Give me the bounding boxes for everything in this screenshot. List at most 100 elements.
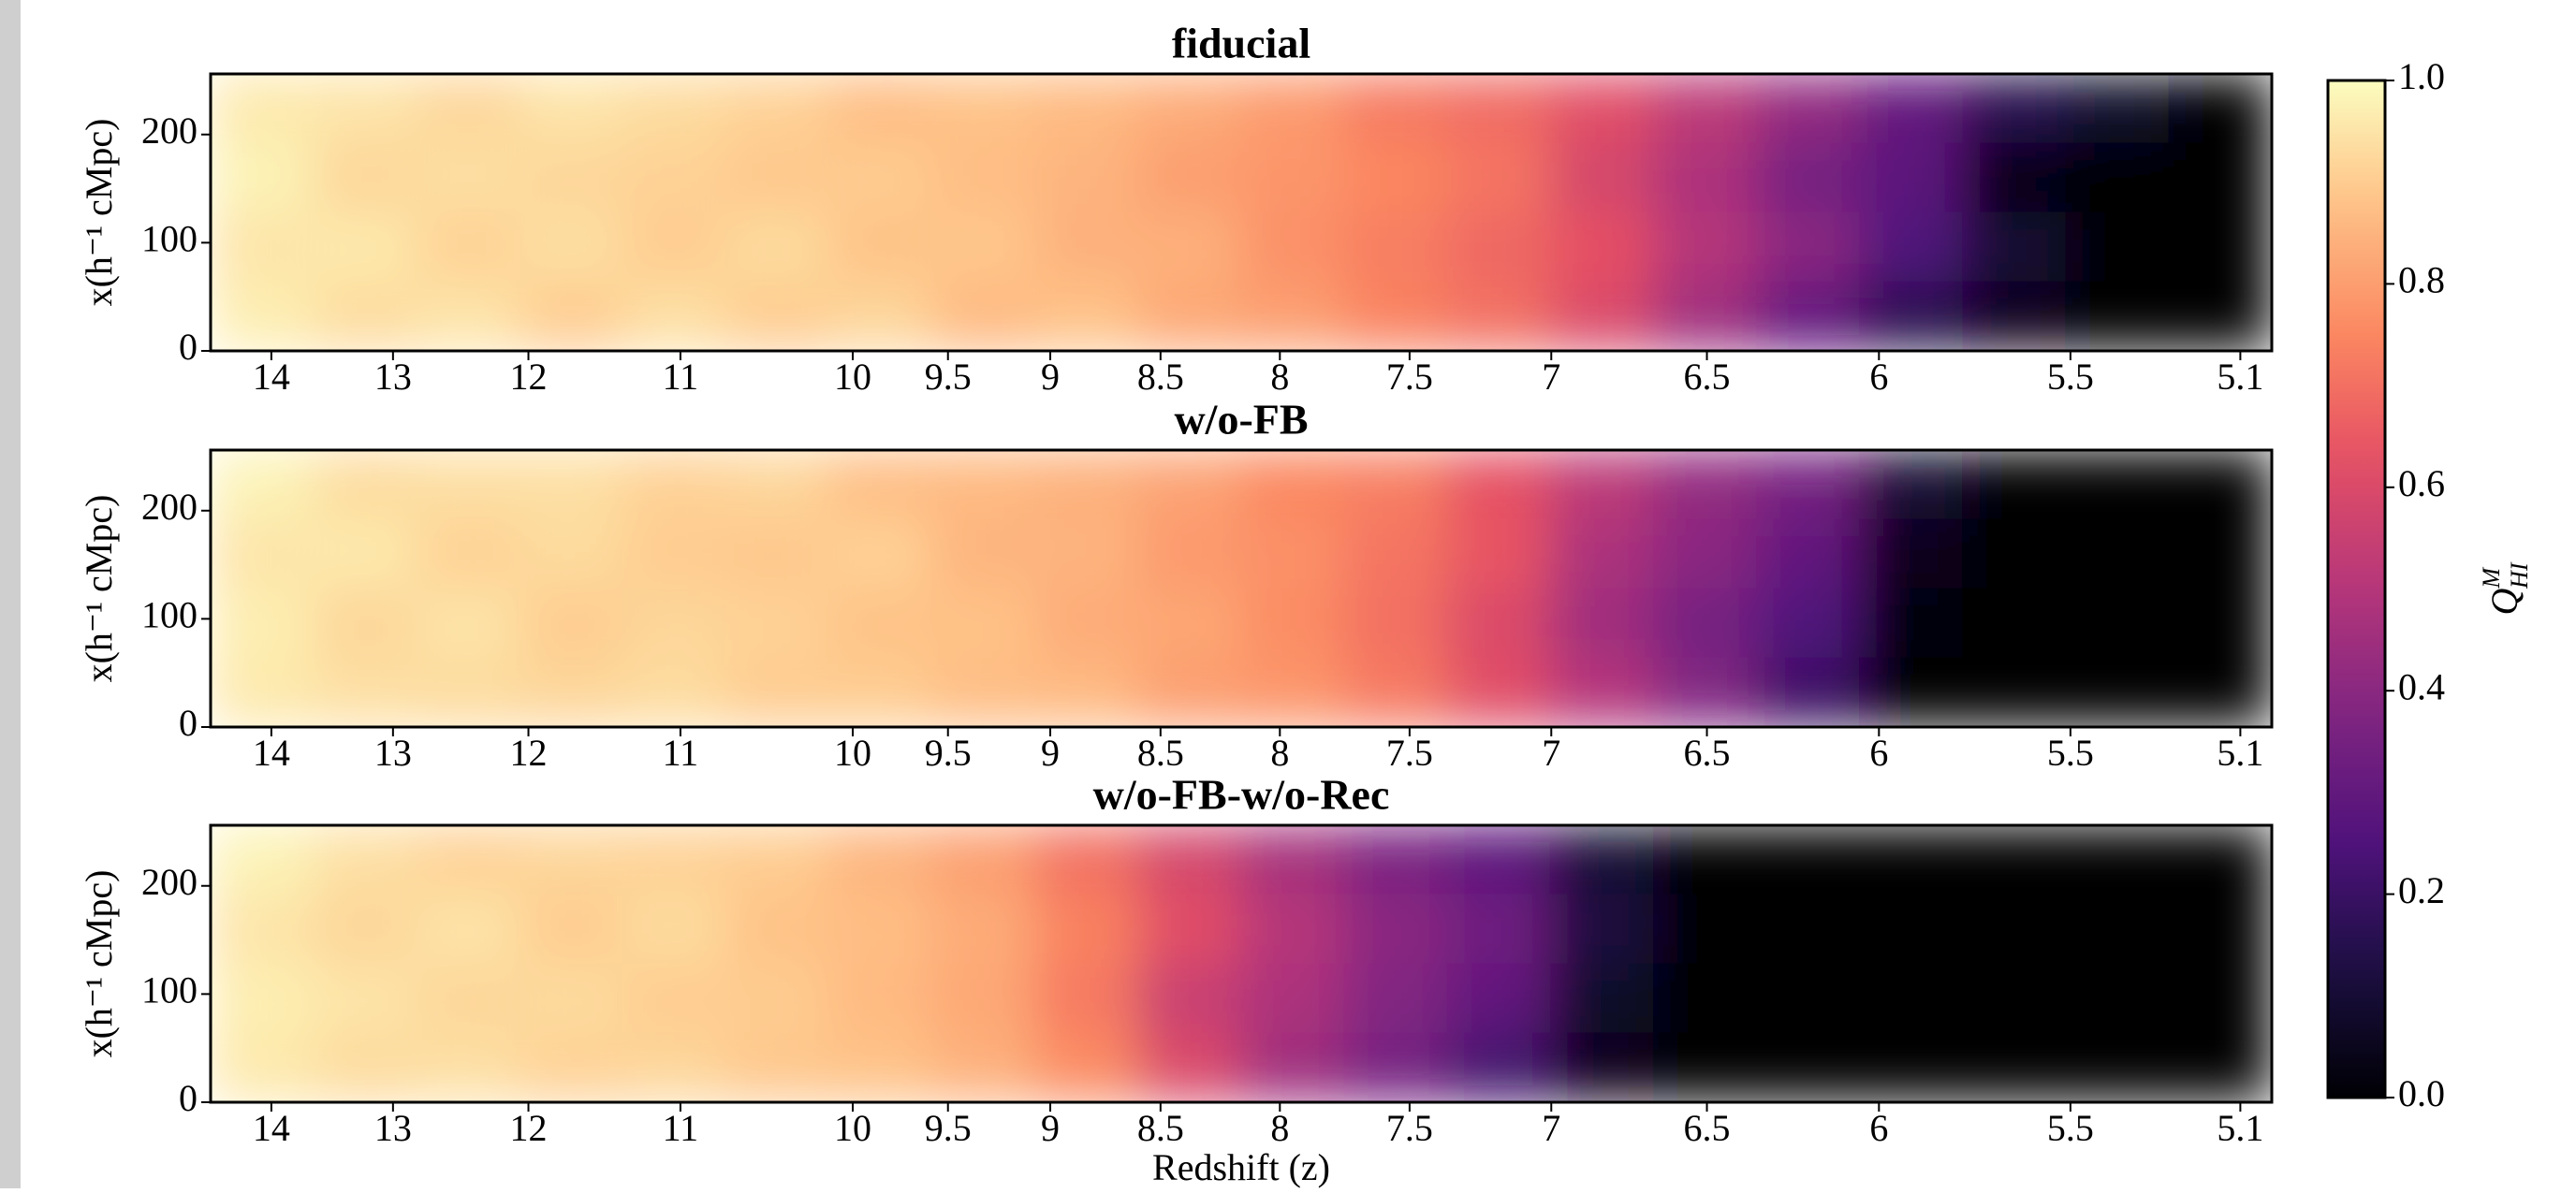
heat-cell	[1137, 450, 1242, 520]
heat-cell	[622, 825, 726, 895]
heat-cell	[416, 588, 520, 659]
heat-cell	[1034, 825, 1139, 895]
heat-cell	[1756, 963, 1861, 1034]
x-tick-label: 5.1	[2217, 356, 2263, 398]
heatmap-area	[211, 74, 2272, 351]
heat-cell	[1446, 518, 1551, 589]
x-tick-label: 13	[374, 1107, 412, 1149]
heat-cell	[1034, 74, 1139, 144]
heat-cell	[1549, 281, 1654, 351]
heat-cell	[1962, 825, 2067, 895]
heat-cell	[1859, 518, 1964, 589]
heat-cell	[1446, 1032, 1551, 1102]
heat-cell	[1240, 450, 1345, 520]
heat-cell	[931, 657, 1036, 727]
heat-cell	[416, 211, 520, 283]
heat-cell	[2065, 450, 2170, 520]
heat-cell	[1446, 588, 1551, 659]
heat-cell	[1137, 894, 1242, 965]
heat-cell	[1652, 450, 1757, 520]
heat-cell	[622, 894, 726, 965]
x-tick-label: 6	[1869, 356, 1888, 398]
heat-cell	[1652, 518, 1757, 589]
heat-cell	[1962, 1032, 2067, 1102]
heatmap-cells	[211, 450, 2272, 727]
x-tick-label: 14	[253, 1107, 290, 1149]
heat-cell	[1446, 211, 1551, 283]
heat-cell	[1137, 142, 1242, 213]
heat-cell	[1652, 281, 1757, 351]
heat-cell	[1137, 518, 1242, 589]
x-tick-label: 6	[1869, 732, 1888, 774]
x-tick-label: 8	[1270, 732, 1289, 774]
heat-cell	[1446, 825, 1551, 895]
heat-cell	[1240, 281, 1345, 351]
heat-cell	[725, 74, 830, 144]
heat-cell	[416, 963, 520, 1034]
panel-title: fiducial	[1172, 20, 1310, 67]
heat-cell	[416, 450, 520, 520]
heat-cell	[519, 825, 623, 895]
heat-cell	[1240, 963, 1345, 1034]
x-tick-label: 5.1	[2217, 1107, 2263, 1149]
heat-cell	[211, 142, 315, 213]
heat-cell	[1652, 74, 1757, 144]
heat-cell	[313, 450, 417, 520]
x-tick-label: 12	[510, 356, 548, 398]
heat-cell	[725, 450, 830, 520]
heat-cell	[622, 657, 726, 727]
heat-cell	[1034, 518, 1139, 589]
heat-cell	[1343, 74, 1448, 144]
x-tick-label: 8.5	[1137, 356, 1184, 398]
heat-cell	[2168, 211, 2272, 283]
y-tick-label: 200	[141, 861, 198, 903]
heat-cell	[1859, 142, 1964, 213]
heat-cell	[1962, 74, 2067, 144]
heat-cell	[1549, 963, 1654, 1034]
heat-cell	[1756, 1032, 1861, 1102]
heat-cell	[313, 1032, 417, 1102]
heat-cell	[1756, 588, 1861, 659]
heat-cell	[519, 963, 623, 1034]
x-tick-label: 8	[1270, 1107, 1289, 1149]
heat-cell	[931, 518, 1036, 589]
x-tick-label: 9.5	[925, 732, 972, 774]
x-tick-label: 5.1	[2217, 732, 2263, 774]
heat-cell	[2168, 963, 2272, 1034]
heat-cell	[1859, 281, 1964, 351]
heat-cell	[2168, 894, 2272, 965]
heat-cell	[313, 963, 417, 1034]
heatmap-cells	[211, 825, 2272, 1102]
heat-cell	[1652, 211, 1757, 283]
x-tick-label: 13	[374, 356, 412, 398]
heat-cell	[1859, 74, 1964, 144]
heat-cell	[1446, 74, 1551, 144]
x-tick-label: 7	[1542, 356, 1560, 398]
heat-cell	[2168, 1032, 2272, 1102]
x-tick-label: 11	[663, 732, 699, 774]
heat-cell	[211, 657, 315, 727]
heat-cell	[1137, 211, 1242, 283]
heat-cell	[1343, 894, 1448, 965]
y-tick-label: 200	[141, 109, 198, 152]
heat-cell	[1343, 1032, 1448, 1102]
panel-title: w/o-FB-w/o-Rec	[1093, 771, 1390, 819]
heat-cell	[1962, 450, 2067, 520]
heat-cell	[313, 281, 417, 351]
heat-cell	[828, 450, 933, 520]
heat-cell	[2065, 518, 2170, 589]
heat-cell	[1756, 518, 1861, 589]
heat-cell	[2168, 450, 2272, 520]
heat-cell	[828, 894, 933, 965]
heat-cell	[622, 281, 726, 351]
heat-cell	[828, 518, 933, 589]
plot-frame	[209, 72, 2274, 353]
y-tick-label: 200	[141, 486, 198, 528]
colorbar-tick-label: 0.8	[2398, 259, 2445, 301]
heat-cell	[1756, 450, 1861, 520]
heat-cell	[1549, 1032, 1654, 1102]
heat-cell	[828, 281, 933, 351]
heat-cell	[622, 142, 726, 213]
heat-cell	[2065, 1032, 2170, 1102]
heat-cell	[622, 450, 726, 520]
